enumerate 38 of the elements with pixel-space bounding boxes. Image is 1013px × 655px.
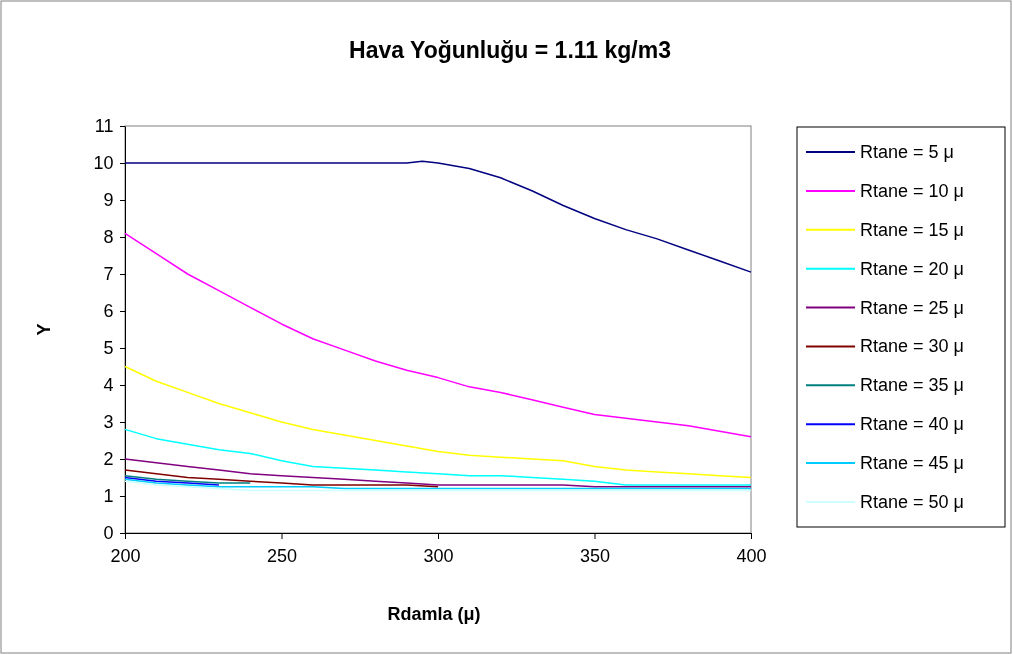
y-tick-label: 2 (103, 449, 114, 470)
x-tick-label: 250 (266, 545, 298, 566)
y-tick-label: 7 (103, 264, 114, 285)
legend-label: Rtane = 5 μ (860, 142, 954, 162)
line-series (124, 428, 752, 486)
x-tick-label: 200 (110, 545, 141, 566)
legend-label: Rtane = 15 μ (860, 219, 964, 240)
legend-label: Rtane = 25 μ (860, 297, 964, 318)
line-series (124, 232, 752, 438)
line-series (124, 474, 251, 484)
legend-label: Rtane = 35 μ (860, 375, 964, 396)
y-tick-label: 5 (103, 338, 114, 359)
legend-label: Rtane = 40 μ (860, 414, 964, 435)
x-tick-label: 400 (736, 545, 767, 566)
legend-label: Rtane = 10 μ (860, 180, 964, 201)
y-tick-label: 9 (103, 190, 114, 211)
x-tick-label: 300 (423, 545, 454, 566)
y-tick-label: 4 (103, 375, 114, 396)
y-tick-label: 3 (103, 412, 114, 433)
y-tick-label: 1 (103, 486, 114, 507)
x-axis-title: Rdamla (μ) (387, 604, 481, 624)
y-tick-label: 10 (93, 153, 114, 174)
legend-label: Rtane = 20 μ (860, 258, 964, 279)
legend-label: Rtane = 50 μ (860, 492, 964, 512)
legend-label: Rtane = 45 μ (860, 453, 964, 474)
y-tick-label: 11 (94, 116, 114, 137)
chart-title: Hava Yoğunluğu = 1.11 kg/m3 (349, 37, 671, 63)
y-tick-label: 6 (103, 301, 114, 322)
x-tick-label: 350 (579, 545, 611, 566)
line-series (124, 458, 752, 488)
line-series (124, 160, 752, 273)
line-series (124, 365, 752, 479)
line-series (124, 476, 220, 486)
line-series (124, 469, 439, 488)
y-axis-title: Y (34, 323, 54, 336)
y-tick-label: 0 (103, 523, 114, 544)
y-tick-label: 8 (103, 227, 114, 248)
legend-label: Rtane = 30 μ (860, 336, 964, 357)
